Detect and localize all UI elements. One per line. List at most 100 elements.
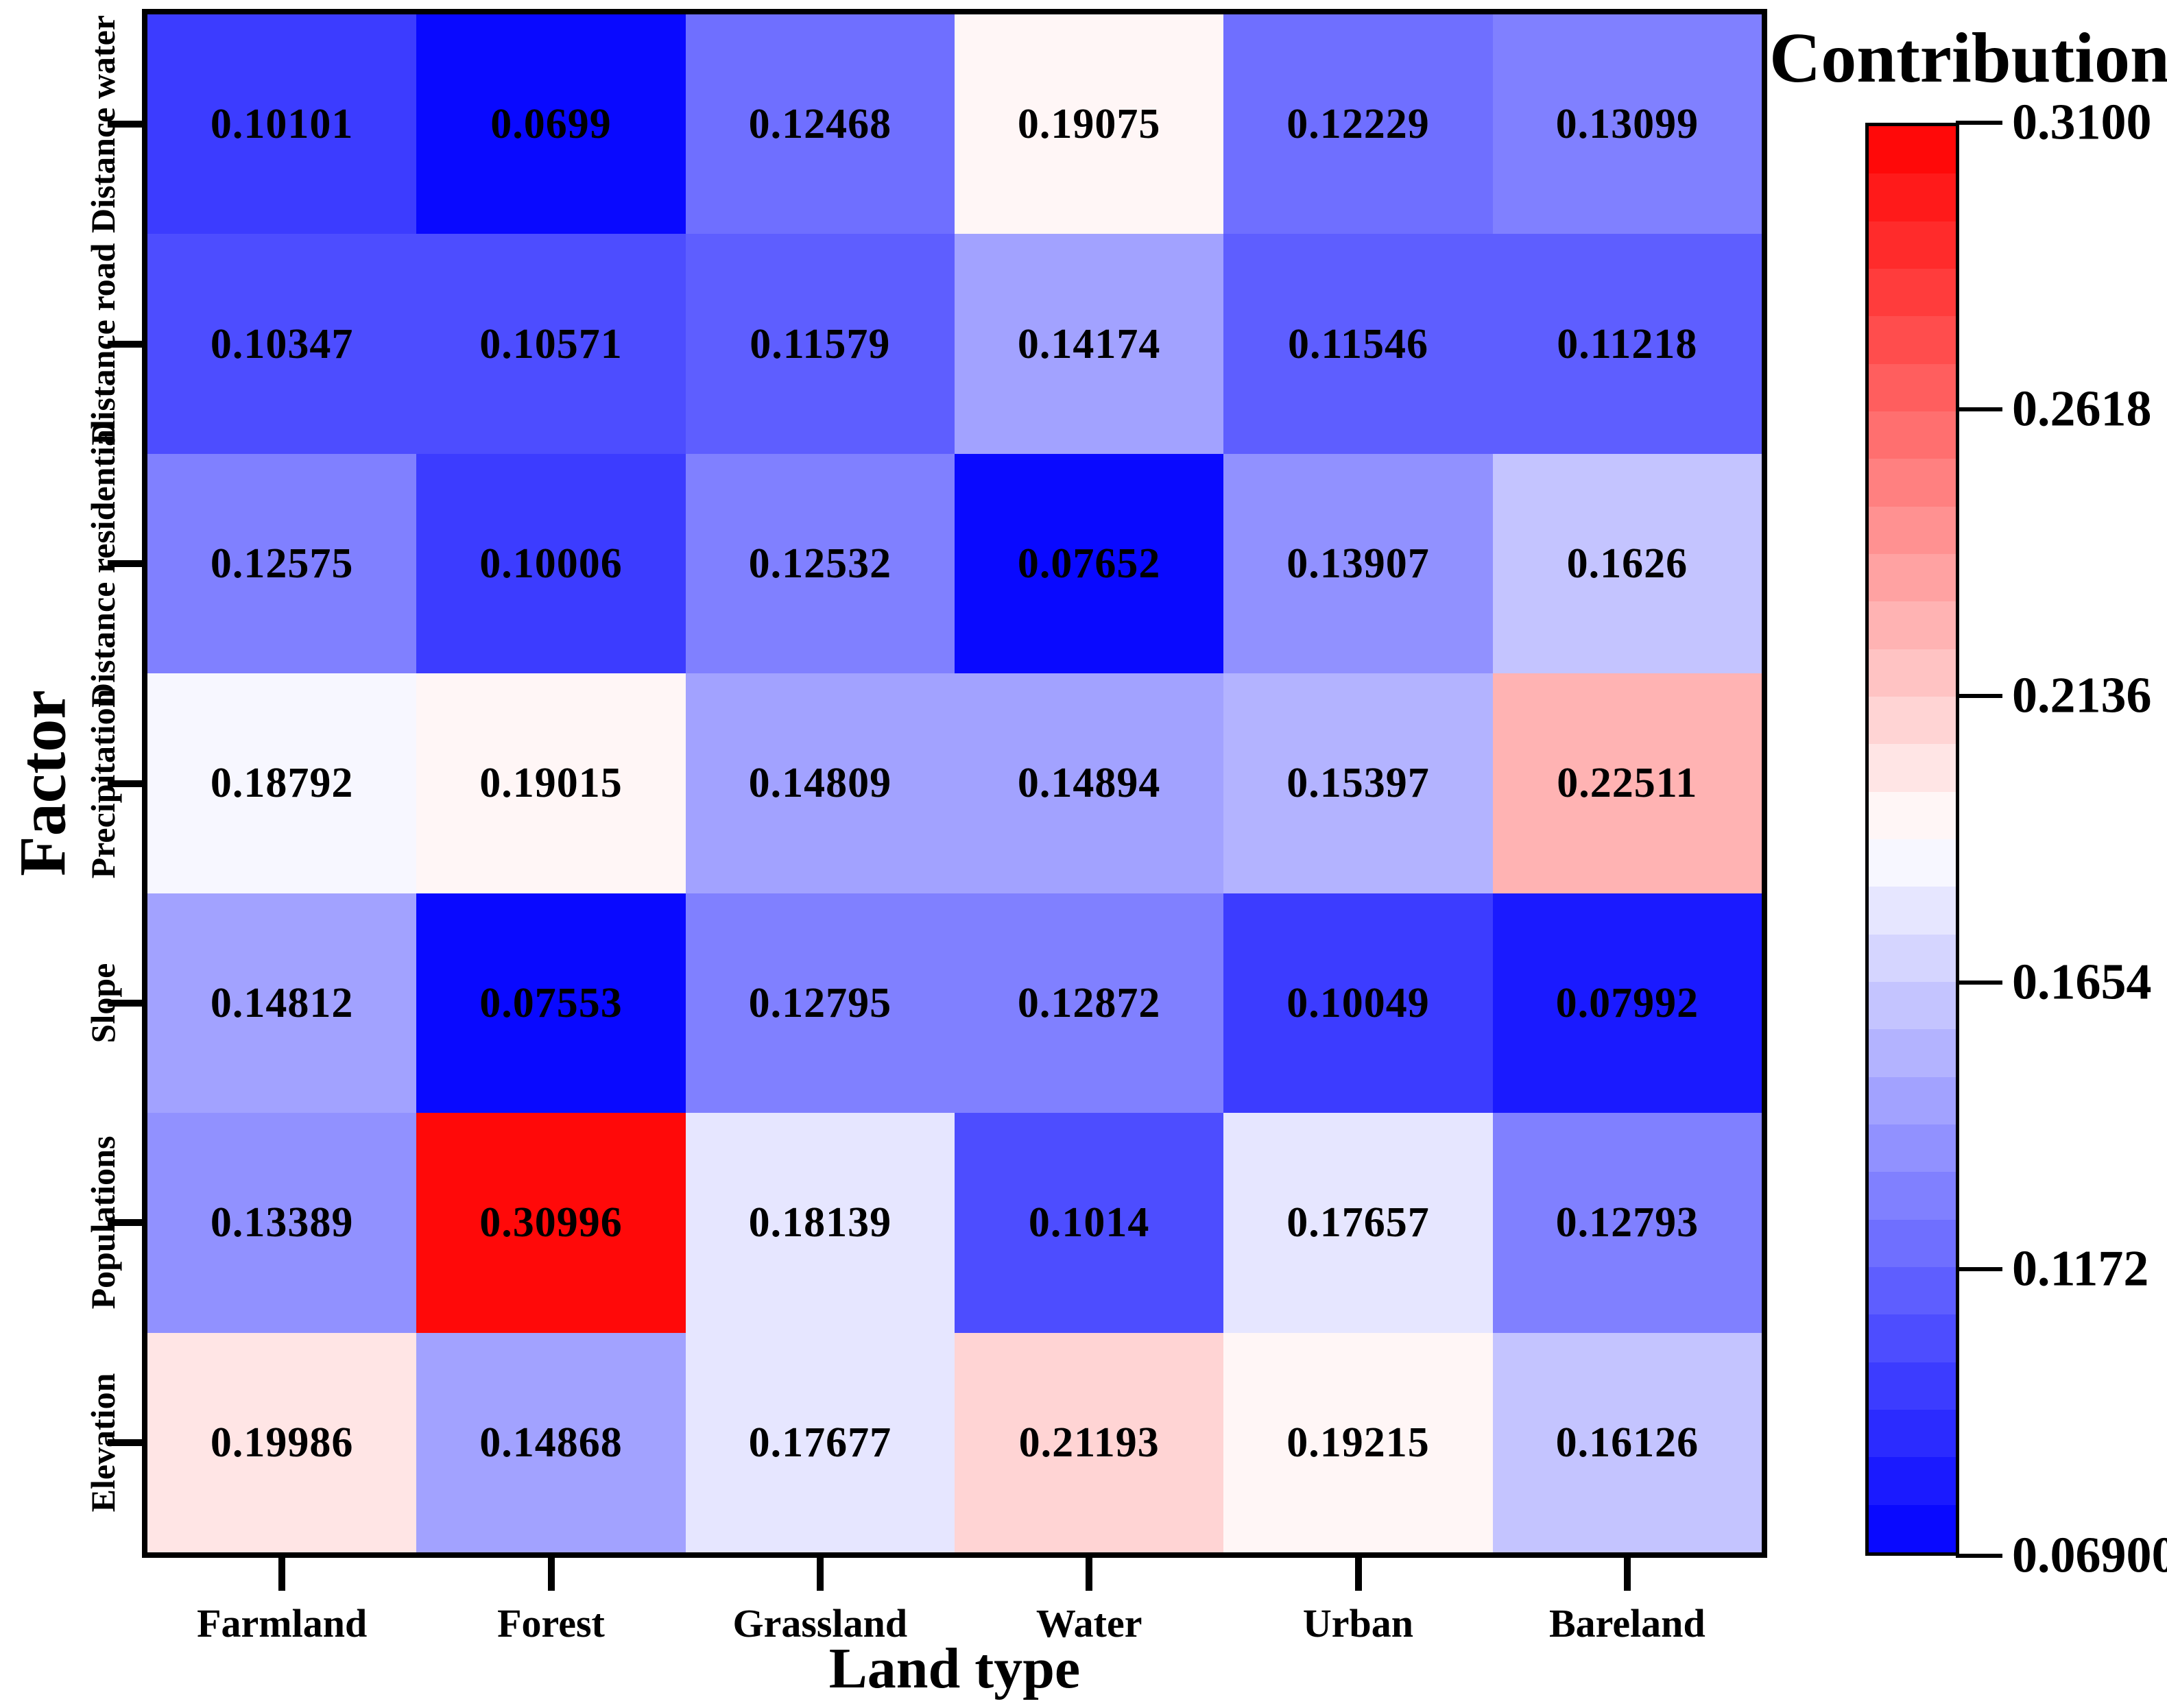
heatmap-cell: 0.07652 (955, 453, 1224, 674)
colorbar-tick (1956, 1267, 2002, 1271)
x-tick-label: Urban (1302, 1601, 1414, 1646)
heatmap-cell: 0.1014 (955, 1113, 1224, 1333)
heatmap-cell: 0.10101 (147, 14, 417, 234)
colorbar-tick (1956, 981, 2002, 985)
heatmap-cell: 0.17677 (685, 1332, 955, 1552)
x-tick-label: Forest (497, 1601, 605, 1646)
colorbar-tick-label: 0.2136 (2012, 667, 2152, 724)
heatmap-cell: 0.10571 (416, 234, 686, 454)
colorbar-segment (1869, 744, 1956, 792)
y-axis-tick (108, 780, 142, 787)
heatmap-cell: 0.11579 (685, 234, 955, 454)
x-axis-tick (1354, 1558, 1362, 1591)
colorbar-segment (1869, 601, 1956, 649)
y-axis-tick (108, 340, 142, 348)
colorbar-segment (1869, 696, 1956, 745)
colorbar-segment (1869, 553, 1956, 602)
colorbar-segment (1869, 1172, 1956, 1220)
y-tick-label: Distance residential (84, 420, 122, 708)
colorbar-tick-label: 0.1654 (2012, 954, 2152, 1011)
colorbar-segment (1869, 1124, 1956, 1172)
heatmap-cell: 0.12795 (685, 893, 955, 1114)
heatmap-cell: 0.11218 (1492, 234, 1762, 454)
colorbar-segment (1869, 1409, 1956, 1458)
y-axis-tick (108, 1439, 142, 1446)
colorbar-segment (1869, 411, 1956, 459)
colorbar-segment (1869, 1219, 1956, 1267)
heatmap-cell: 0.19015 (416, 673, 686, 893)
y-tick-label: Elevation (84, 1373, 122, 1513)
heatmap-cell: 0.07992 (1492, 893, 1762, 1114)
colorbar-segment (1869, 1029, 1956, 1077)
heatmap-cell: 0.12575 (147, 453, 417, 674)
heatmap-cell: 0.14868 (416, 1332, 686, 1552)
colorbar-segment (1869, 649, 1956, 697)
colorbar-segment (1869, 1362, 1956, 1410)
heatmap-cell: 0.12532 (685, 453, 955, 674)
heatmap-cell: 0.12872 (955, 893, 1224, 1114)
colorbar-segment (1869, 1076, 1956, 1124)
colorbar-title: Contribution (1769, 19, 2167, 97)
colorbar-segment (1869, 173, 1956, 221)
colorbar-segment (1869, 1314, 1956, 1362)
colorbar-segment (1869, 268, 1956, 317)
y-tick-label: Slope (84, 963, 122, 1044)
colorbar-segment (1869, 1457, 1956, 1505)
colorbar-segment (1869, 506, 1956, 554)
colorbar-segment (1869, 1266, 1956, 1315)
heatmap-cell: 0.30996 (416, 1113, 686, 1333)
heatmap-cell: 0.10049 (1223, 893, 1493, 1114)
y-axis-tick (108, 560, 142, 568)
heatmap-plot-area: 0.10101 0.0699 0.12468 0.19075 0.12229 0.1309… (142, 9, 1767, 1558)
x-axis-title: Land type (828, 1637, 1081, 1700)
heatmap-cell: 0.13099 (1492, 14, 1762, 234)
heatmap-cell: 0.19075 (955, 14, 1224, 234)
colorbar-tick-label: 0.3100 (2012, 94, 2152, 151)
x-tick-label: Farmland (197, 1601, 368, 1646)
y-axis-tick (108, 121, 142, 128)
y-tick-label: Distance water (84, 15, 122, 234)
x-axis-tick (1086, 1558, 1093, 1591)
heatmap-cell: 0.13389 (147, 1113, 417, 1333)
heatmap-cell: 0.19986 (147, 1332, 417, 1552)
colorbar-segment (1869, 459, 1956, 507)
colorbar (1865, 123, 1959, 1556)
colorbar-tick-label: 0.2618 (2012, 381, 2152, 437)
x-tick-label: Bareland (1548, 1601, 1705, 1646)
x-tick-label: Grassland (732, 1601, 908, 1646)
colorbar-tick (1956, 1554, 2002, 1558)
colorbar-tick (1956, 407, 2002, 411)
y-tick-label: Distance road (84, 243, 122, 446)
y-axis-tick (108, 1219, 142, 1227)
colorbar-segment (1869, 126, 1956, 174)
colorbar-tick (1956, 694, 2002, 698)
heatmap-cell: 0.12229 (1223, 14, 1493, 234)
heatmap-cell: 0.1626 (1492, 453, 1762, 674)
heatmap-cell: 0.14174 (955, 234, 1224, 454)
heatmap-cell: 0.11546 (1223, 234, 1493, 454)
heatmap-cell: 0.15397 (1223, 673, 1493, 893)
x-axis-tick (1623, 1558, 1631, 1591)
heatmap-cell: 0.12468 (685, 14, 955, 234)
heatmap-cell: 0.14809 (685, 673, 955, 893)
x-axis-tick (816, 1558, 824, 1591)
y-axis-title: Factor (5, 690, 80, 876)
y-tick-label: Precipitation (84, 688, 122, 878)
colorbar-segment (1869, 363, 1956, 411)
colorbar-segment (1869, 934, 1956, 982)
colorbar-segment (1869, 887, 1956, 935)
colorbar-segment (1869, 1504, 1956, 1552)
heatmap-cell: 0.13907 (1223, 453, 1493, 674)
y-axis-tick (108, 999, 142, 1007)
colorbar-tick (1956, 121, 2002, 125)
heatmap-cell: 0.10006 (416, 453, 686, 674)
x-tick-label: Water (1035, 1601, 1142, 1646)
heatmap-cell: 0.18792 (147, 673, 417, 893)
heatmap-cell: 0.07553 (416, 893, 686, 1114)
heatmap-cell: 0.21193 (955, 1332, 1224, 1552)
x-axis-tick (547, 1558, 555, 1591)
colorbar-segment (1869, 221, 1956, 269)
colorbar-segment (1869, 791, 1956, 839)
colorbar-segment (1869, 316, 1956, 364)
